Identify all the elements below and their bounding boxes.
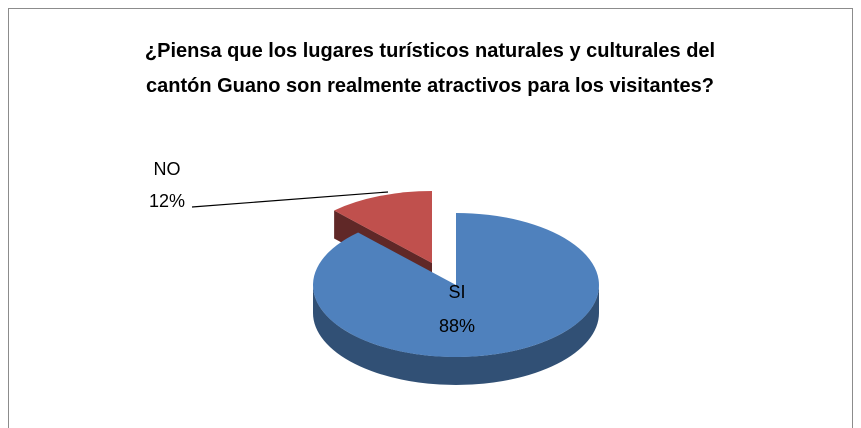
chart-frame [8,8,853,428]
data-label-value: 12% [149,191,185,211]
data-label-name: NO [154,159,181,179]
slice [334,191,432,263]
data-label-value: 88% [439,316,475,336]
slice-side [313,285,599,385]
chart-title: ¿Piensa que los lugares turísticos natur… [144,40,716,97]
leader-line [191,191,389,208]
data-label-name: SI [448,282,465,302]
slice [312,213,599,357]
